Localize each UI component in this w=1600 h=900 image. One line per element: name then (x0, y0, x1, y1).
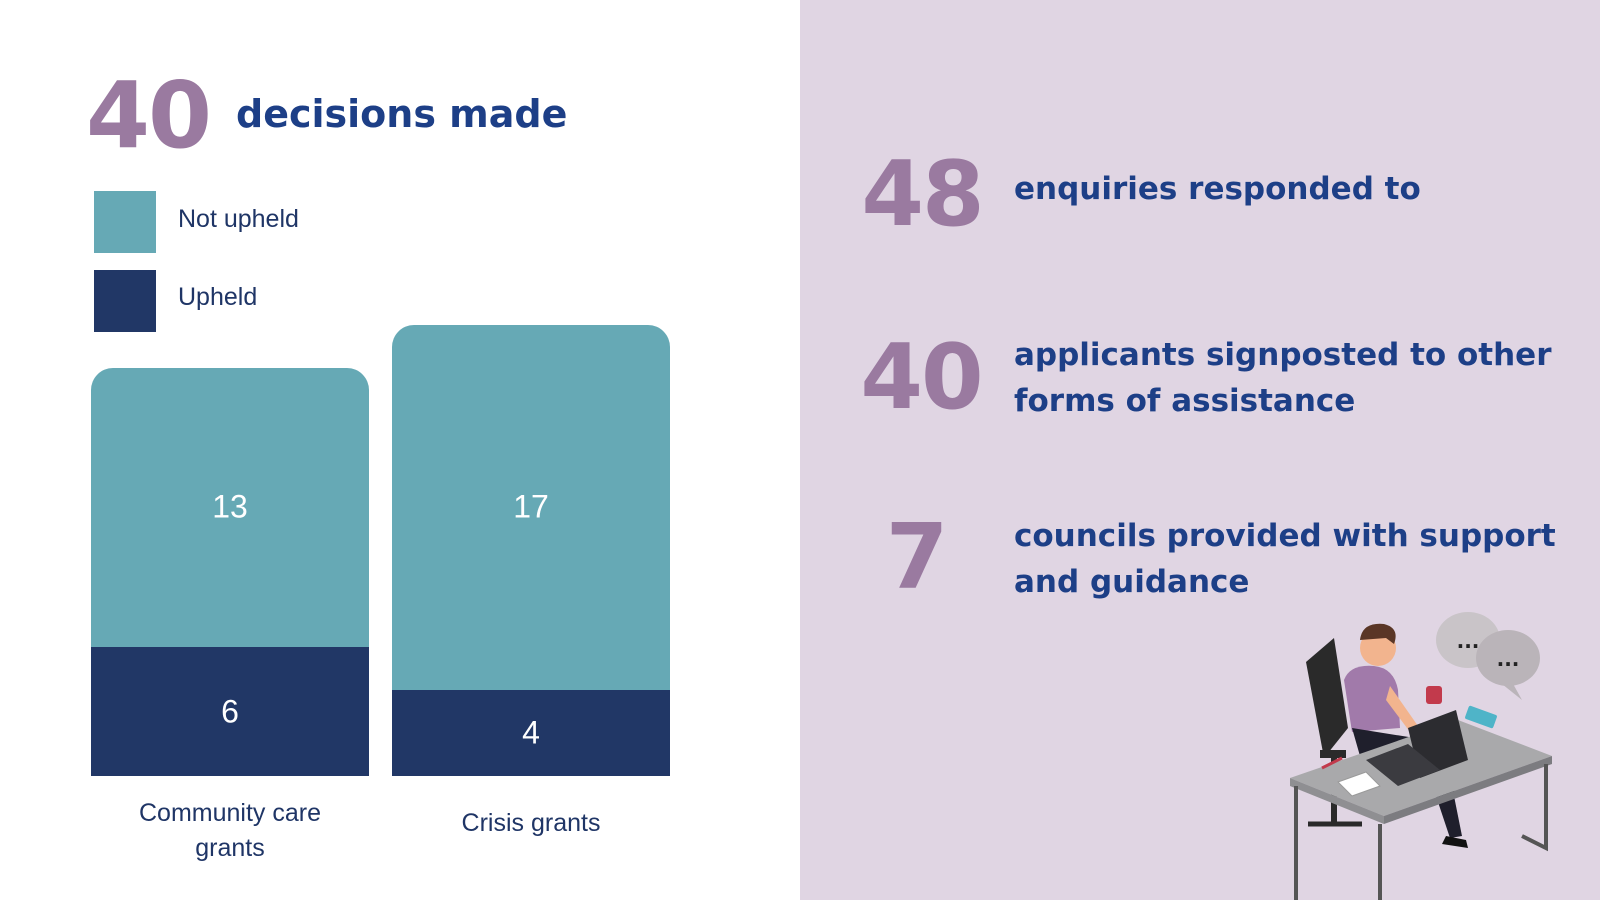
legend-label-upheld: Upheld (178, 283, 258, 311)
speech-bubble-icon: ... (1476, 630, 1540, 700)
decisions-label: decisions made (236, 92, 568, 136)
legend-swatch-upheld (94, 270, 156, 332)
category-label: Community care grants (139, 799, 321, 862)
bar-segment-not-upheld (91, 367, 369, 647)
bar-segment-not-upheld (392, 324, 670, 690)
bar-segment-upheld (91, 647, 369, 776)
bar-value-label: 4 (522, 714, 540, 751)
decisions-count: 40 (86, 62, 212, 169)
person-at-laptop-desk-icon: ... ... (1290, 612, 1552, 900)
speech-bubble-text: ... (1457, 629, 1480, 653)
stat-enquiries-label: enquiries responded to (1014, 171, 1421, 207)
legend-swatch-not-upheld (94, 191, 156, 253)
stat-signposted-value: 40 (860, 325, 983, 430)
stat-signposted-label: applicants signposted to other forms of … (1014, 337, 1552, 419)
bar-segment-upheld (392, 690, 670, 776)
stat-councils-value: 7 (885, 505, 949, 610)
stat-enquiries-value: 48 (861, 142, 984, 247)
speech-bubble-text: ... (1497, 647, 1520, 671)
stat-councils-label: councils provided with support and guida… (1014, 518, 1556, 600)
legend-label-not-upheld: Not upheld (178, 205, 299, 233)
bar-value-label: 6 (221, 693, 239, 729)
bar-value-label: 13 (212, 488, 248, 525)
bar-value-label: 17 (513, 488, 549, 525)
category-label: Crisis grants (461, 809, 601, 837)
